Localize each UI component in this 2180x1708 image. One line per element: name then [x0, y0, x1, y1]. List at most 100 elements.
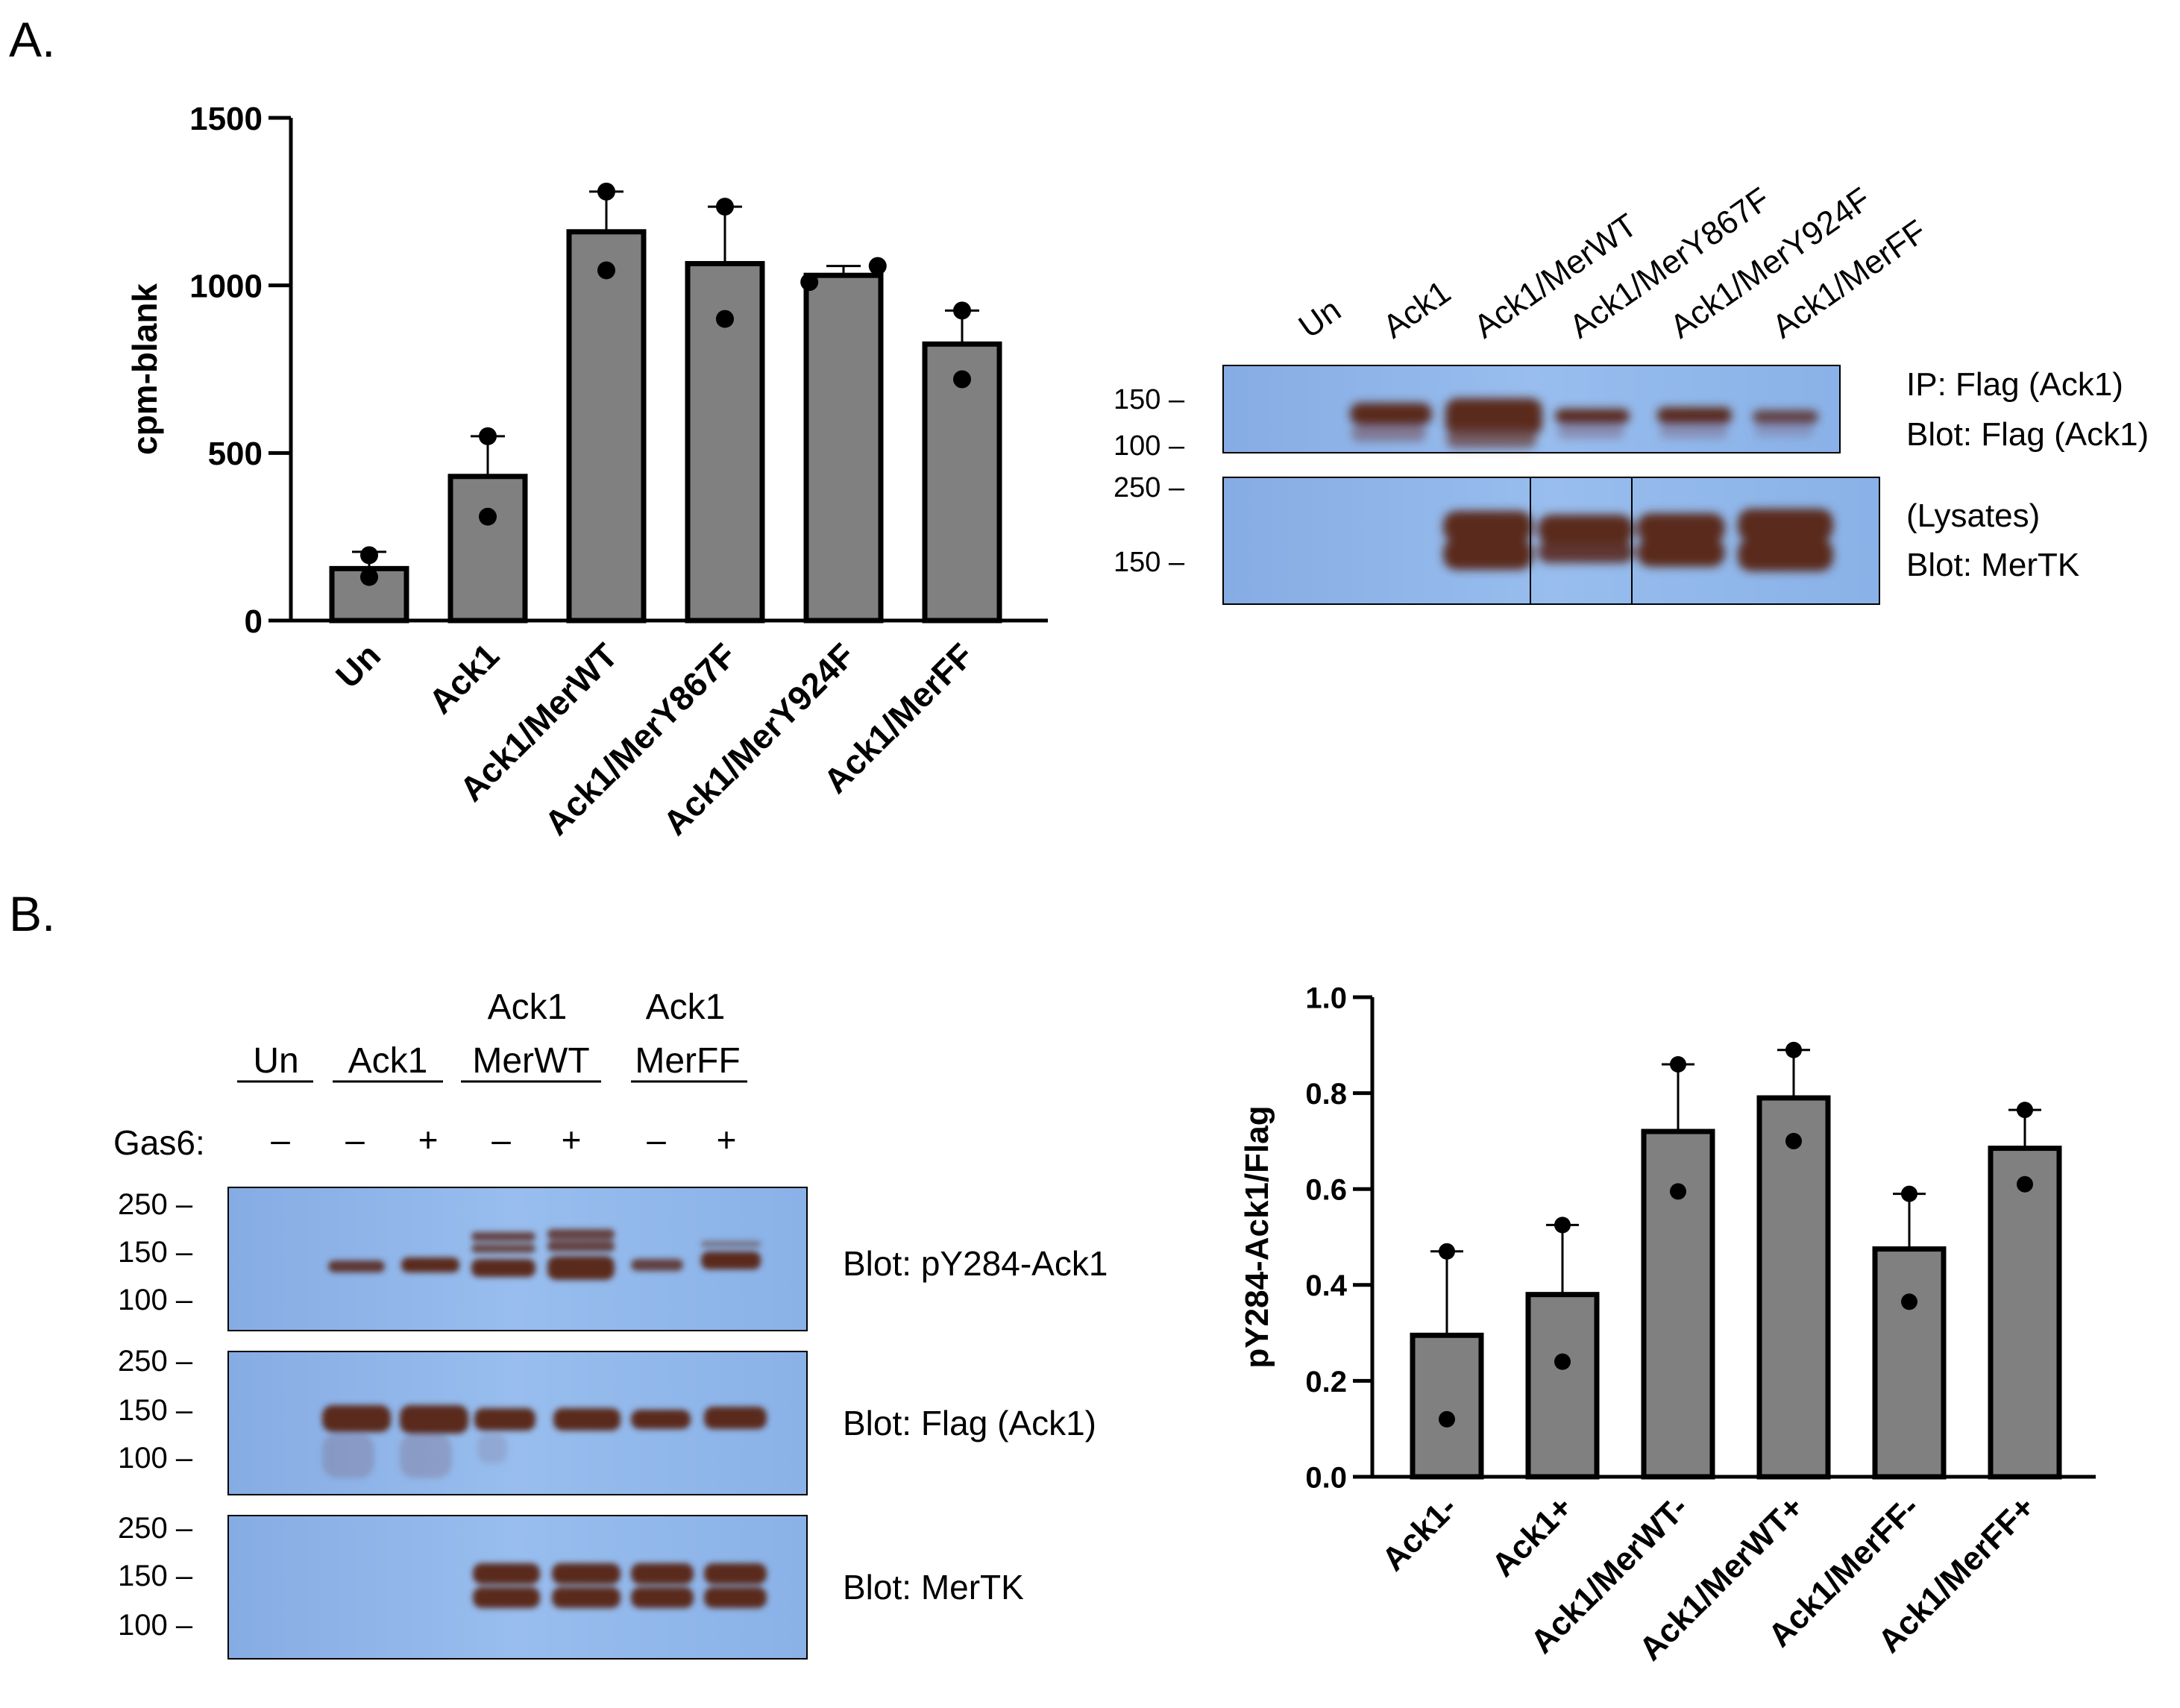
bar: [1988, 1146, 2062, 1480]
data-point: [953, 370, 971, 389]
data-point: [360, 546, 378, 565]
bar: [1872, 1246, 1947, 1480]
blot-b-group-label: Ack1: [488, 988, 568, 1027]
band: [1637, 539, 1725, 567]
band: [1443, 539, 1533, 570]
gas6-label: Gas6:: [113, 1123, 205, 1162]
bar: [1410, 1332, 1484, 1480]
band: [1738, 509, 1833, 541]
data-point: [1785, 1041, 1802, 1058]
panel-label-b: B.: [9, 886, 55, 941]
blot-b-marker: 150 –: [118, 1394, 193, 1427]
band: [631, 1587, 694, 1608]
gas6-sign: +: [717, 1120, 737, 1159]
panel-label-a: A.: [9, 12, 55, 67]
band: [328, 1260, 385, 1272]
data-point: [868, 257, 887, 275]
blot-b-marker: 100 –: [118, 1442, 193, 1475]
gas6-sign: +: [418, 1120, 439, 1159]
blot-a-label: Blot: MerTK: [1906, 547, 2079, 583]
band: [400, 1434, 452, 1478]
blot-a-label: IP: Flag (Ack1): [1906, 366, 2123, 403]
blot-a: Un Ack1 Ack1/MerWT Ack1/MerY867F Ack1/Me…: [1113, 180, 2149, 605]
band: [400, 1405, 468, 1434]
gas6-sign: –: [271, 1120, 290, 1159]
band: [471, 1244, 535, 1253]
blot-b-label: Blot: Flag (Ack1): [843, 1404, 1096, 1442]
band: [701, 1252, 761, 1269]
blot-b-group-label: Ack1: [646, 988, 726, 1027]
data-point: [597, 182, 615, 201]
data-point: [1670, 1183, 1686, 1200]
blot-b-group-label: Ack1: [348, 1041, 428, 1081]
y-tick-label: 0.2: [1305, 1366, 1347, 1398]
band: [322, 1405, 391, 1432]
blot-a-marker: 150 –: [1113, 547, 1185, 578]
x-tick-label: Ack1+: [1485, 1489, 1580, 1583]
data-point: [716, 310, 734, 328]
blot-b-group-label: MerWT: [472, 1041, 589, 1081]
y-tick-label: 500: [208, 436, 263, 472]
blot-b-group-label: MerFF: [635, 1041, 740, 1081]
blot-a-marker: 250 –: [1113, 472, 1185, 503]
data-point: [1901, 1185, 1917, 1202]
data-point: [1439, 1243, 1455, 1260]
blot-b-marker: 250 –: [118, 1345, 193, 1378]
data-point: [953, 301, 971, 320]
data-point: [1785, 1132, 1802, 1149]
bar: [447, 474, 528, 624]
data-point: [1554, 1216, 1571, 1234]
data-point: [360, 568, 378, 586]
band: [1557, 424, 1624, 439]
data-point: [800, 273, 819, 292]
band: [1538, 541, 1633, 563]
x-tick-label: Ack1: [421, 635, 507, 721]
band: [701, 1241, 761, 1247]
band: [1754, 424, 1814, 437]
data-point: [1554, 1353, 1571, 1370]
blot-b-marker: 100 –: [118, 1609, 193, 1642]
y-tick-label: 0.6: [1305, 1174, 1347, 1207]
data-point: [2017, 1102, 2033, 1119]
band: [704, 1407, 767, 1429]
band: [1443, 511, 1533, 542]
blot-b-marker: 150 –: [118, 1236, 193, 1269]
blot-a-marker: 150 –: [1113, 384, 1185, 415]
blot-b-label: Blot: MerTK: [843, 1568, 1024, 1607]
x-tick-label: Ack1-: [1375, 1489, 1464, 1577]
blot-b-marker: 100 –: [118, 1284, 193, 1316]
band: [547, 1241, 615, 1252]
y-tick-label: 0.4: [1305, 1269, 1347, 1302]
blot-b: Un Ack1 Ack1 MerWT Ack1 MerFF Gas6: – – …: [113, 988, 1108, 1660]
band: [1351, 425, 1426, 442]
band: [704, 1587, 767, 1608]
gas6-sign: –: [345, 1120, 365, 1159]
y-axis-label: pY284-Ack1/Flag: [1239, 1105, 1275, 1368]
y-tick-label: 1.0: [1305, 982, 1347, 1014]
blot-a-bottom-bands: [1443, 509, 1833, 571]
band: [1350, 403, 1432, 425]
blot-a-label: (Lysates): [1906, 497, 2040, 534]
band: [1445, 398, 1542, 436]
y-tick-label: 0.8: [1305, 1078, 1347, 1111]
y-tick-label: 1500: [189, 101, 263, 137]
data-point: [1439, 1410, 1455, 1428]
data-point: [479, 427, 497, 445]
blot-a-marker: 100 –: [1113, 430, 1185, 462]
band: [1753, 410, 1818, 424]
band: [1555, 409, 1630, 424]
blot-a-top-bands: [1350, 398, 1818, 448]
band: [1738, 539, 1833, 571]
band: [473, 1587, 540, 1608]
blot-b-marker: 250 –: [118, 1188, 193, 1221]
bar: [1525, 1292, 1600, 1480]
data-point: [1670, 1056, 1686, 1073]
blot-b-label: Blot: pY284-Ack1: [843, 1244, 1108, 1283]
band: [401, 1258, 459, 1272]
band: [552, 1563, 621, 1584]
data-point: [2017, 1175, 2033, 1193]
data-point: [597, 261, 615, 280]
band: [322, 1434, 374, 1478]
band: [631, 1563, 694, 1584]
